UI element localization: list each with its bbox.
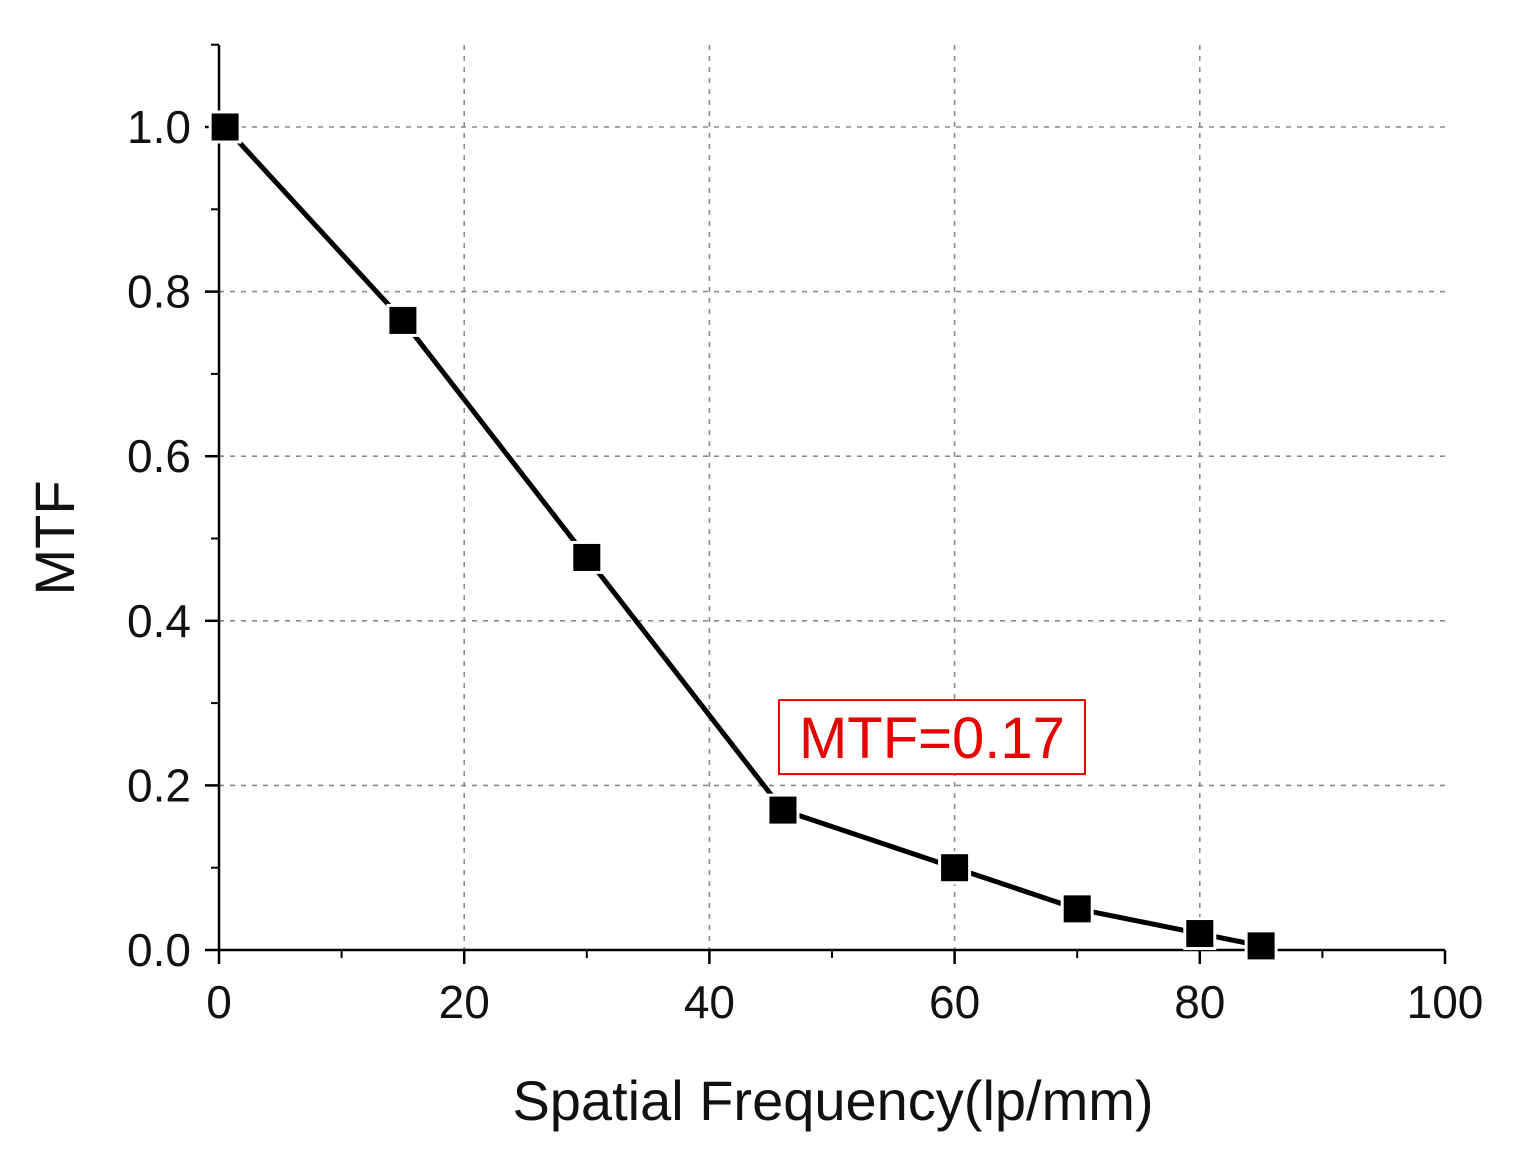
data-point-marker	[570, 540, 604, 574]
y-tick-label: 1.0	[127, 101, 191, 153]
data-point-marker	[1244, 929, 1278, 963]
x-tick-label: 0	[206, 976, 232, 1028]
series-layer	[208, 110, 1278, 963]
annotation-label: MTF=0.17	[799, 706, 1065, 771]
data-point-marker	[1183, 917, 1217, 951]
data-point-marker	[938, 851, 972, 885]
annotation-box	[777, 699, 1086, 776]
y-tick-label: 0.4	[127, 595, 191, 647]
y-tick-label: 0.6	[127, 430, 191, 482]
x-tick-label: 100	[1407, 976, 1484, 1028]
grid	[219, 45, 1445, 950]
x-tick-label: 20	[439, 976, 490, 1028]
y-axis-title: MTF	[23, 480, 86, 595]
x-tick-label: 60	[929, 976, 980, 1028]
y-tick-label: 0.0	[127, 924, 191, 976]
series-line-segment	[584, 554, 786, 813]
series-line-segment	[780, 807, 958, 871]
data-point-marker	[766, 793, 800, 827]
series-line-segment	[1074, 906, 1203, 937]
series-line-segment	[400, 317, 590, 560]
x-tick-label: 40	[684, 976, 735, 1028]
series-line-segment	[952, 865, 1080, 912]
y-tick-label: 0.8	[127, 266, 191, 318]
annotation-layer: MTF=0.17	[777, 699, 1086, 776]
x-axis-title: Spatial Frequency(lp/mm)	[512, 1069, 1153, 1132]
axes: 0 20 40 60 80 100 0.0 0.2 0.4 0.6 0.8 1.0	[127, 43, 1484, 1028]
x-tick-label: 80	[1174, 976, 1225, 1028]
data-point-marker	[386, 303, 420, 337]
data-point-marker	[1060, 892, 1094, 926]
series-line-segment	[222, 124, 406, 323]
y-tick-label: 0.2	[127, 759, 191, 811]
data-point-marker	[208, 110, 242, 144]
